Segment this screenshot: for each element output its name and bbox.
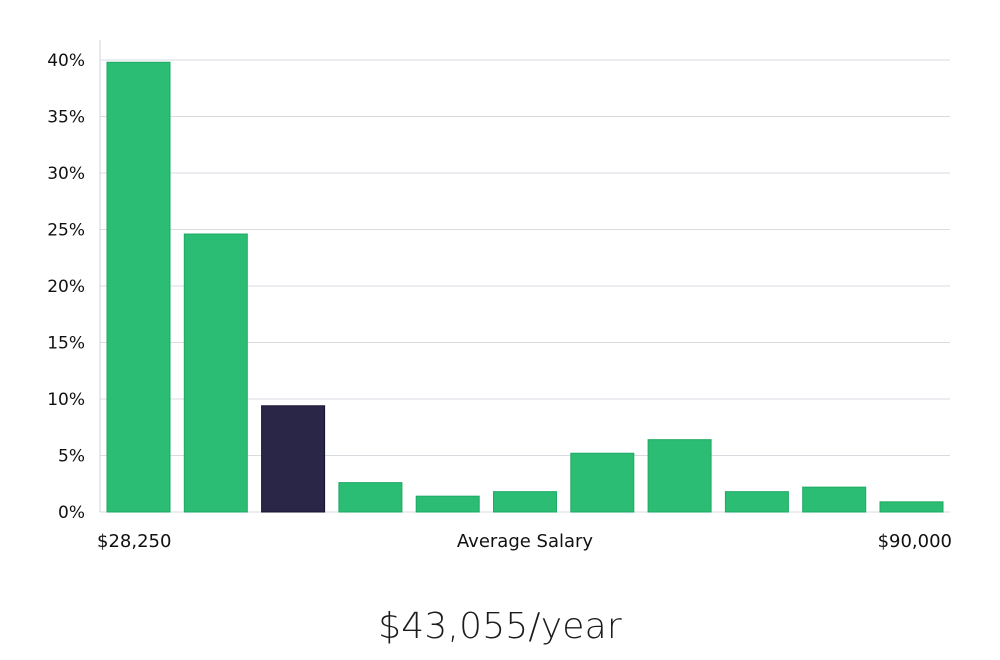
y-tick-label: 25% bbox=[47, 221, 85, 241]
bar bbox=[879, 501, 944, 513]
y-tick-label: 40% bbox=[47, 51, 85, 71]
y-tick-label: 5% bbox=[58, 447, 85, 467]
bar bbox=[724, 491, 789, 513]
bar bbox=[183, 233, 248, 513]
bar bbox=[570, 452, 635, 513]
x-min-label: $28,250 bbox=[97, 531, 171, 552]
bar bbox=[106, 61, 171, 513]
y-tick-label: 20% bbox=[47, 277, 85, 297]
bar bbox=[647, 439, 712, 513]
y-tick-label: 35% bbox=[47, 108, 85, 128]
x-axis-title: Average Salary bbox=[457, 531, 594, 552]
y-tick-label: 10% bbox=[47, 390, 85, 410]
salary-distribution-chart: 0% 5% 10% 15% 20% 25% 30% 35% 40% $28,250 Averag… bbox=[47, 40, 952, 552]
bar-layer bbox=[106, 61, 944, 513]
bar bbox=[338, 482, 403, 513]
bar-highlighted bbox=[261, 405, 326, 513]
y-tick-label: 0% bbox=[58, 503, 85, 523]
x-max-label: $90,000 bbox=[878, 531, 952, 552]
bar bbox=[415, 495, 480, 513]
y-tick-label: 30% bbox=[47, 164, 85, 184]
average-salary-value: $43,055/year bbox=[378, 606, 622, 647]
y-tick-layer: 0% 5% 10% 15% 20% 25% 30% 35% 40% bbox=[47, 51, 85, 523]
bar bbox=[802, 486, 867, 513]
chart-svg: 0% 5% 10% 15% 20% 25% 30% 35% 40% $28,250 Averag… bbox=[47, 40, 952, 552]
bar bbox=[493, 491, 557, 513]
y-tick-label: 15% bbox=[47, 334, 85, 354]
